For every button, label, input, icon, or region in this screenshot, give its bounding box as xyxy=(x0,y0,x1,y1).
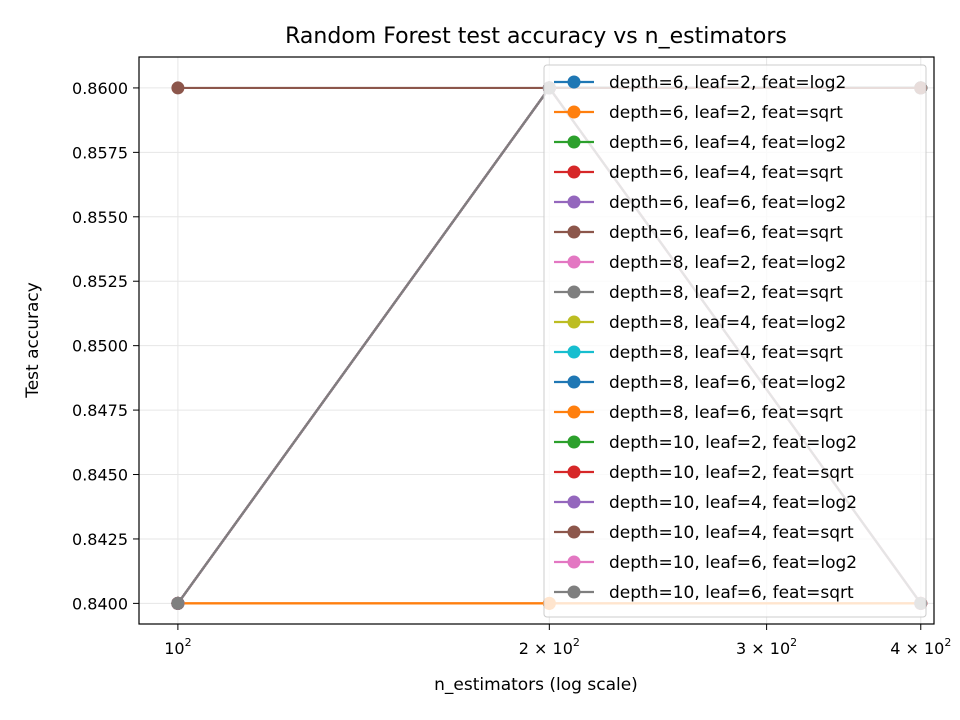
legend-label: depth=8, leaf=2, feat=log2 xyxy=(609,253,846,273)
y-tick-label: 0.8450 xyxy=(72,466,128,485)
legend-item: depth=6, leaf=4, feat=sqrt xyxy=(554,163,843,183)
legend-label: depth=10, leaf=4, feat=sqrt xyxy=(609,523,854,543)
legend-swatch-marker xyxy=(567,555,581,569)
legend-label: depth=6, leaf=2, feat=sqrt xyxy=(609,103,843,123)
legend-swatch-marker xyxy=(567,435,581,449)
legend-item: depth=6, leaf=4, feat=log2 xyxy=(554,133,846,153)
legend-item: depth=10, leaf=2, feat=sqrt xyxy=(554,463,854,483)
x-axis-label: n_estimators (log scale) xyxy=(434,675,638,695)
legend-label: depth=10, leaf=2, feat=log2 xyxy=(609,433,857,453)
data-point xyxy=(171,596,185,610)
legend-label: depth=6, leaf=4, feat=sqrt xyxy=(609,163,843,183)
y-tick-label: 0.8550 xyxy=(72,208,128,227)
y-tick-label: 0.8575 xyxy=(72,143,128,162)
legend-item: depth=8, leaf=6, feat=log2 xyxy=(554,373,846,393)
legend-item: depth=6, leaf=2, feat=sqrt xyxy=(554,103,843,123)
legend-item: depth=6, leaf=6, feat=sqrt xyxy=(554,223,843,243)
legend-label: depth=10, leaf=6, feat=sqrt xyxy=(609,583,854,603)
legend-item: depth=10, leaf=4, feat=log2 xyxy=(554,493,857,513)
y-tick-label: 0.8425 xyxy=(72,530,128,549)
x-tick-label: 3 × 102 xyxy=(736,636,797,658)
legend-label: depth=8, leaf=6, feat=log2 xyxy=(609,373,846,393)
legend-swatch-marker xyxy=(567,105,581,119)
x-tick-label: 102 xyxy=(164,636,191,658)
x-tick-label: 4 × 102 xyxy=(890,636,951,658)
legend-swatch-marker xyxy=(567,345,581,359)
legend-label: depth=10, leaf=4, feat=log2 xyxy=(609,493,857,513)
plot-frame xyxy=(138,56,935,625)
legend-label: depth=6, leaf=6, feat=sqrt xyxy=(609,223,843,243)
legend-swatch-marker xyxy=(567,585,581,599)
y-tick-label: 0.8475 xyxy=(72,401,128,420)
legend-item: depth=10, leaf=6, feat=sqrt xyxy=(554,583,854,603)
legend-swatch-marker xyxy=(567,315,581,329)
legend-swatch-marker xyxy=(567,195,581,209)
legend-item: depth=6, leaf=6, feat=log2 xyxy=(554,193,846,213)
legend-box xyxy=(543,64,927,618)
legend-item: depth=10, leaf=6, feat=log2 xyxy=(554,553,857,573)
legend-label: depth=8, leaf=4, feat=sqrt xyxy=(609,343,843,363)
tick-layer: 102 2 × 102 3 × 102 4 × 102 0.8400 0.8425 0.84… xyxy=(72,79,951,658)
legend-swatch-marker xyxy=(567,225,581,239)
y-tick-label: 0.8600 xyxy=(72,79,128,98)
y-tick-label: 0.8400 xyxy=(72,594,128,613)
data-point xyxy=(171,81,185,95)
legend-item: depth=8, leaf=4, feat=log2 xyxy=(554,313,846,333)
legend-item: depth=10, leaf=4, feat=sqrt xyxy=(554,523,854,543)
legend-label: depth=6, leaf=4, feat=log2 xyxy=(609,133,846,153)
y-axis-label: Test accuracy xyxy=(23,282,43,399)
legend-label: depth=6, leaf=6, feat=log2 xyxy=(609,193,846,213)
legend-item: depth=8, leaf=2, feat=sqrt xyxy=(554,283,843,303)
legend-swatch-marker xyxy=(567,495,581,509)
legend-item: depth=10, leaf=2, feat=log2 xyxy=(554,433,857,453)
legend-label: depth=8, leaf=4, feat=log2 xyxy=(609,313,846,333)
legend-swatch-marker xyxy=(567,75,581,89)
legend-label: depth=8, leaf=2, feat=sqrt xyxy=(609,283,843,303)
legend-item: depth=6, leaf=2, feat=log2 xyxy=(554,73,846,93)
legend-swatch-marker xyxy=(567,285,581,299)
legend-swatch-marker xyxy=(567,525,581,539)
legend-label: depth=10, leaf=2, feat=sqrt xyxy=(609,463,854,483)
legend-label: depth=8, leaf=6, feat=sqrt xyxy=(609,403,843,423)
legend-swatch-marker xyxy=(567,465,581,479)
legend-label: depth=6, leaf=2, feat=log2 xyxy=(609,73,846,93)
legend-swatch-marker xyxy=(567,135,581,149)
chart-title: Random Forest test accuracy vs n_estimat… xyxy=(285,24,787,49)
legend: depth=6, leaf=2, feat=log2 depth=6, leaf=… xyxy=(543,64,927,618)
legend-item: depth=8, leaf=6, feat=sqrt xyxy=(554,403,843,423)
legend-label: depth=10, leaf=6, feat=log2 xyxy=(609,553,857,573)
legend-item: depth=8, leaf=2, feat=log2 xyxy=(554,253,846,273)
y-tick-label: 0.8500 xyxy=(72,337,128,356)
x-tick-label: 2 × 102 xyxy=(519,636,580,658)
legend-swatch-marker xyxy=(567,375,581,389)
legend-swatch-marker xyxy=(567,165,581,179)
legend-swatch-marker xyxy=(567,255,581,269)
y-tick-label: 0.8525 xyxy=(72,272,128,291)
legend-item: depth=8, leaf=4, feat=sqrt xyxy=(554,343,843,363)
legend-swatch-marker xyxy=(567,405,581,419)
